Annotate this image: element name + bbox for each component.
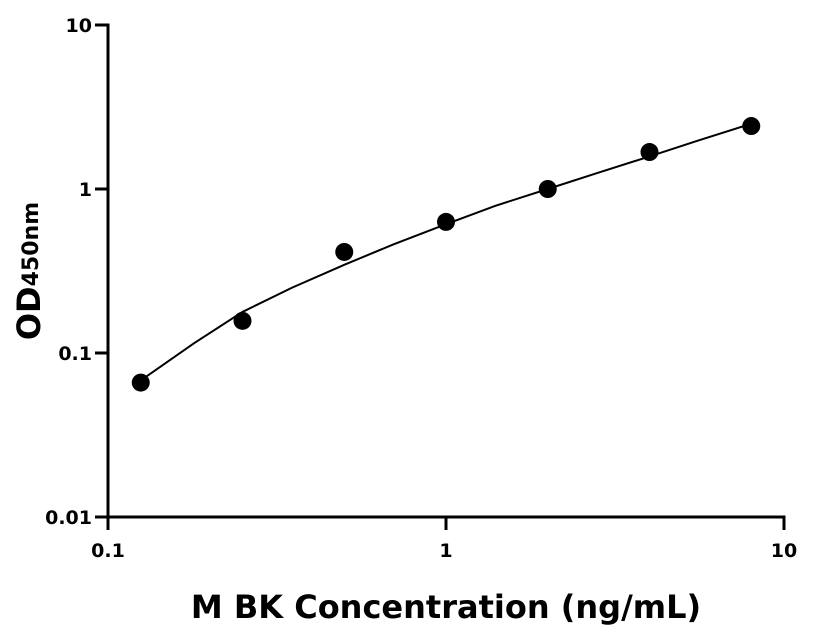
data-point [640, 143, 659, 162]
y-tick-label: 1 [79, 179, 92, 201]
data-point [233, 311, 252, 330]
y-axis-title-sub: 450nm [19, 202, 44, 287]
y-tick-label: 10 [66, 15, 92, 37]
x-tick-label: 1 [439, 540, 452, 562]
y-axis-title-main: OD [10, 286, 48, 340]
y-tick-label: 0.01 [45, 507, 92, 529]
x-tick-label: 10 [771, 540, 797, 562]
y-tick-label: 0.1 [58, 343, 92, 365]
x-axis-title: M BK Concentration (ng/mL) [191, 588, 701, 626]
x-tick-label: 0.1 [91, 540, 125, 562]
data-point [131, 373, 150, 392]
y-axis-title: OD450nm [10, 202, 48, 340]
data-point [437, 212, 455, 231]
data-point [742, 117, 761, 136]
data-point [335, 242, 354, 261]
fit-line [140, 122, 752, 382]
data-point [538, 180, 557, 198]
